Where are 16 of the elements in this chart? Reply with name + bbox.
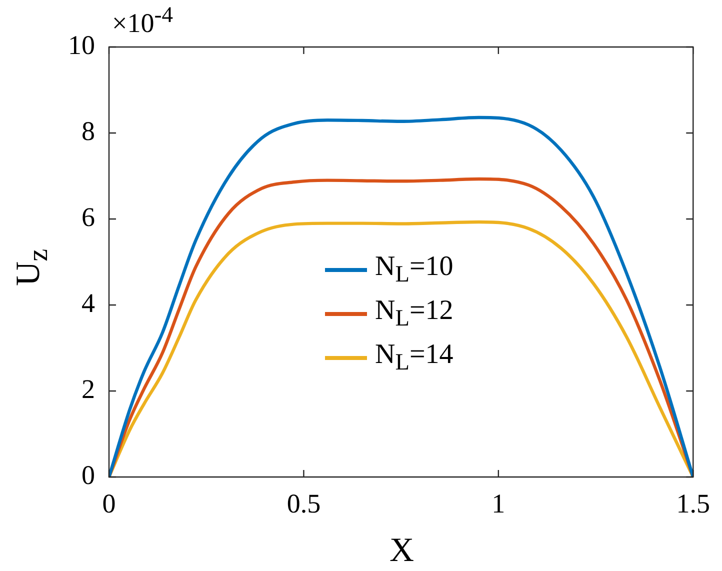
- x-tick-label: 0: [102, 488, 116, 518]
- y-tick-label: 2: [82, 374, 95, 404]
- y-tick-label: 10: [68, 30, 95, 60]
- legend-label: N$_{L}$=10: [375, 251, 454, 289]
- x-axis-title: X: [390, 532, 414, 570]
- line-series: [109, 116, 694, 477]
- text: ×10$^{-4}$: [112, 2, 173, 39]
- legend-label: N$_{L}$=14: [375, 339, 454, 377]
- y-tick-label: 6: [82, 202, 95, 232]
- legend-label: N$_{L}$=12: [375, 295, 454, 333]
- y-tick-label: 0: [82, 460, 95, 490]
- y-tick-label: 4: [82, 288, 96, 318]
- y-tick-label: 8: [82, 116, 95, 146]
- x-tick-label: 1.5: [676, 488, 710, 518]
- x-tick-label: 1: [492, 488, 506, 518]
- x-tick-label: 0.5: [286, 488, 321, 518]
